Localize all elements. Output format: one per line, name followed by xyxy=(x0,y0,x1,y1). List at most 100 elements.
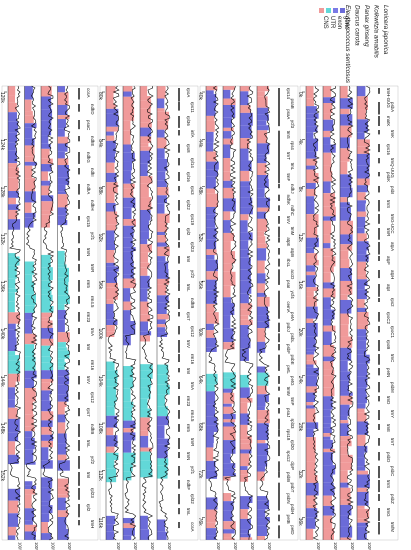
conservation-block xyxy=(257,174,269,180)
conservation-block xyxy=(106,515,116,525)
gene-label: rpoA xyxy=(186,88,191,97)
conservation-block xyxy=(24,489,36,495)
conservation-block xyxy=(257,107,269,115)
conservation-block xyxy=(306,336,316,349)
conservation-block xyxy=(240,509,248,519)
conservation-block xyxy=(257,143,270,155)
gene-arrow xyxy=(278,322,280,333)
conservation-block xyxy=(57,250,65,265)
conservation-block xyxy=(323,427,332,434)
conservation-block xyxy=(257,188,265,198)
conservation-block xyxy=(240,337,251,349)
legend-label-exon: exon xyxy=(336,16,342,29)
conservation-block xyxy=(24,123,37,128)
legend-swatch-gene xyxy=(340,8,345,13)
conservation-block xyxy=(323,396,333,410)
gene-label: rps8 xyxy=(186,144,191,153)
gene-arrow xyxy=(178,102,180,111)
gene-label: rpl14 xyxy=(190,158,195,168)
conservation-block xyxy=(157,327,166,333)
conservation-block xyxy=(257,218,268,232)
conservation-block xyxy=(357,299,365,308)
conservation-block xyxy=(257,426,269,440)
conservation-block xyxy=(323,331,332,346)
conservation-block xyxy=(106,224,116,231)
conservation-block xyxy=(206,90,214,95)
gene-label: petA xyxy=(290,312,295,321)
conservation-block xyxy=(41,301,51,307)
conservation-block xyxy=(24,156,35,162)
gene-label: ndhE xyxy=(90,136,95,146)
conservation-block xyxy=(106,131,114,136)
conservation-block xyxy=(8,337,17,352)
conservation-block xyxy=(106,113,119,127)
conservation-block xyxy=(357,457,365,467)
gene-label: rrn4.5 xyxy=(90,296,95,308)
conservation-block xyxy=(106,108,119,114)
conservation-block xyxy=(8,513,19,527)
gene-arrow xyxy=(178,144,180,153)
conservation-block xyxy=(140,197,152,210)
conservation-block xyxy=(340,280,353,295)
track-fill xyxy=(8,86,21,540)
alignment-panel: 100% 100% 100% 100%40k44k48k52k56k60k64k68k… xyxy=(197,85,299,550)
conservation-block xyxy=(223,127,234,132)
conservation-block xyxy=(123,219,136,226)
conservation-block xyxy=(57,394,69,402)
conservation-block xyxy=(206,337,217,348)
conservation-block xyxy=(257,521,268,526)
conservation-block xyxy=(240,207,253,215)
conservation-block xyxy=(123,278,136,289)
conservation-block xyxy=(323,234,331,244)
gene-arrow xyxy=(178,186,180,192)
gene-label: trnM xyxy=(290,227,295,236)
conservation-block xyxy=(106,401,116,407)
conservation-block xyxy=(340,114,353,126)
conservation-block xyxy=(306,402,314,406)
gene-arrow xyxy=(178,312,180,317)
conservation-block xyxy=(257,296,270,307)
conservation-block xyxy=(340,244,353,251)
conservation-block xyxy=(57,151,65,159)
conservation-block xyxy=(206,271,218,280)
conservation-block xyxy=(357,203,366,212)
gene-label: ndhA xyxy=(86,184,91,194)
conservation-block xyxy=(206,142,214,152)
gene-arrow xyxy=(378,466,380,479)
gene-label: trnE xyxy=(386,424,391,432)
conservation-block xyxy=(206,391,216,405)
conservation-block xyxy=(157,324,166,328)
gene-label: trnC xyxy=(390,354,395,362)
conservation-block xyxy=(223,501,234,511)
conservation-block xyxy=(24,305,35,313)
gene-label: rpl23 xyxy=(90,488,95,498)
legend-swatch-exon xyxy=(333,8,338,13)
conservation-block xyxy=(8,387,16,400)
conservation-block xyxy=(240,125,252,139)
conservation-block xyxy=(257,406,265,411)
conservation-block xyxy=(240,86,250,92)
conservation-block xyxy=(357,508,370,519)
conservation-block xyxy=(323,119,334,131)
conservation-block xyxy=(57,219,68,226)
conservation-block xyxy=(306,360,317,365)
conservation-block xyxy=(140,231,149,240)
conservation-block xyxy=(257,496,268,501)
gene-arrow xyxy=(278,301,280,314)
conservation-block xyxy=(41,501,51,506)
conservation-block xyxy=(306,158,317,166)
gene-label: trnY xyxy=(390,410,395,418)
conservation-block xyxy=(41,513,50,523)
gene-label: rps14 xyxy=(286,88,291,100)
conservation-block xyxy=(240,319,253,326)
conservation-block xyxy=(223,98,236,105)
gene-arrow xyxy=(78,328,80,335)
conservation-block xyxy=(106,211,118,225)
gene-arrow xyxy=(178,424,180,432)
gene-arrow xyxy=(278,354,280,367)
gene-label: psaJ xyxy=(286,408,291,417)
conservation-block xyxy=(106,361,115,371)
conservation-block xyxy=(8,288,18,293)
gene-label: petL xyxy=(286,365,291,374)
conservation-block xyxy=(206,161,219,170)
